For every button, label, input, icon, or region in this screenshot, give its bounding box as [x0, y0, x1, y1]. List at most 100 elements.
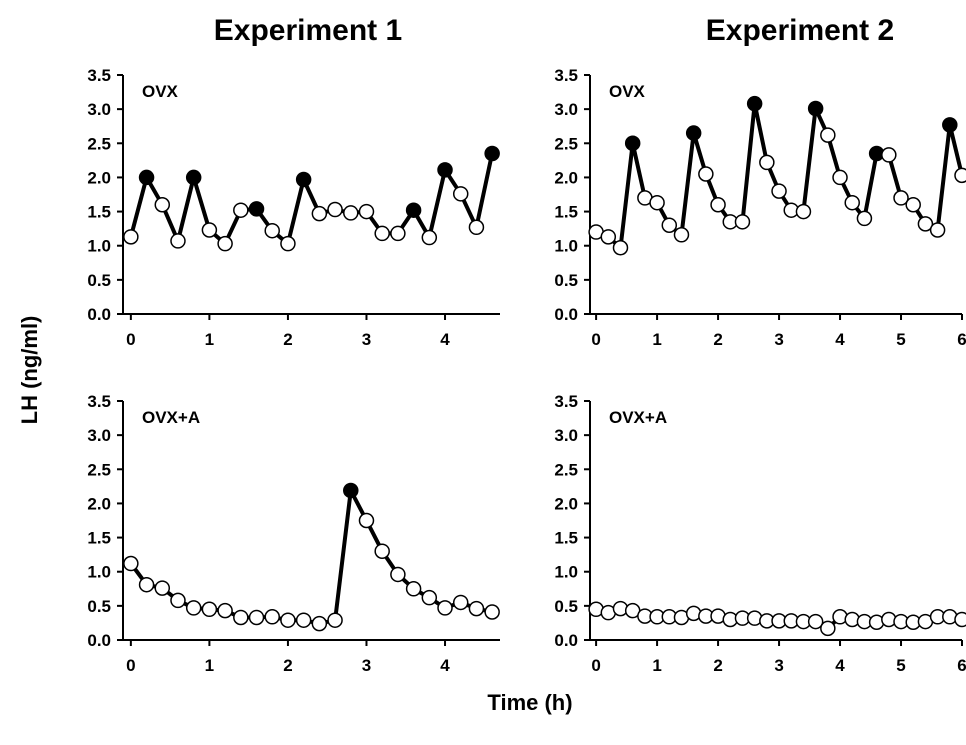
data-point: [123, 229, 139, 245]
y-tick-label: 1.5: [554, 529, 578, 548]
data-point: [264, 609, 280, 625]
data-point: [421, 589, 438, 606]
data-point: [311, 205, 328, 222]
data-point: [374, 543, 390, 559]
data-point: [612, 240, 629, 256]
y-tick-label: 2.0: [87, 168, 111, 187]
data-point: [856, 210, 873, 227]
pulse-point: [405, 202, 422, 218]
data-point: [138, 576, 155, 593]
y-tick-label: 0.0: [554, 631, 578, 650]
y-tick-label: 0.5: [554, 597, 578, 616]
x-tick-label: 0: [126, 656, 135, 675]
x-tick-label: 4: [440, 656, 450, 675]
x-tick-label: 3: [362, 656, 371, 675]
data-point: [954, 611, 966, 628]
y-tick-label: 1.0: [554, 563, 578, 582]
data-point: [280, 612, 296, 628]
data-point: [280, 235, 296, 252]
x-tick-label: 2: [713, 330, 722, 349]
x-tick-label: 5: [896, 330, 905, 349]
lh-series-line: [129, 488, 493, 626]
pulse-point: [138, 169, 155, 186]
y-tick-label: 2.5: [554, 460, 578, 479]
panel-label: OVX+A: [142, 408, 200, 427]
data-point: [807, 613, 824, 630]
y-tick-label: 3.5: [87, 392, 111, 411]
data-point: [917, 216, 934, 232]
data-point: [233, 609, 249, 626]
y-tick-label: 0.0: [87, 305, 111, 324]
x-tick-label: 3: [362, 330, 371, 349]
x-tick-label: 3: [774, 330, 783, 349]
data-point: [771, 183, 787, 199]
column-title-experiment-2: Experiment 2: [706, 14, 894, 47]
x-tick-label: 0: [591, 656, 600, 675]
data-point: [154, 580, 171, 596]
data-point: [893, 190, 909, 206]
y-tick-label: 0.5: [87, 597, 111, 616]
data-point: [734, 214, 751, 230]
x-tick-label: 2: [283, 656, 292, 675]
data-point: [820, 620, 836, 637]
x-tick-label: 1: [205, 330, 214, 349]
y-tick-label: 2.0: [554, 494, 578, 513]
y-tick-label: 1.0: [554, 237, 578, 256]
data-point: [327, 201, 343, 218]
column-title-experiment-1: Experiment 1: [214, 14, 402, 47]
x-tick-label: 0: [126, 330, 135, 349]
x-tick-label: 0: [591, 330, 600, 349]
data-point: [759, 154, 775, 171]
data-point: [327, 612, 343, 628]
y-tick-label: 3.5: [554, 392, 578, 411]
data-point: [217, 235, 233, 252]
pulse-point: [484, 145, 500, 162]
data-point: [217, 602, 233, 619]
data-point: [170, 592, 186, 609]
data-point: [201, 601, 218, 618]
data-point: [405, 581, 422, 597]
y-tick-label: 3.0: [554, 426, 578, 445]
data-point: [233, 202, 249, 218]
y-tick-label: 2.5: [554, 134, 578, 153]
y-tick-label: 2.0: [87, 494, 111, 513]
pulse-point: [942, 117, 958, 133]
x-tick-label: 5: [896, 656, 905, 675]
y-tick-label: 1.0: [87, 237, 111, 256]
data-point: [123, 555, 139, 572]
y-tick-label: 3.0: [554, 100, 578, 119]
panel-experiment-2-ovx-a: 0.0 0.5 1.0 1.5 2.0 2.5 3.0 3.5 0 1 2 3 4 5 6 OVX+A: [554, 392, 966, 675]
pulse-point: [248, 201, 265, 217]
data-point: [185, 600, 202, 616]
pulse-point: [685, 125, 702, 141]
y-tick-label: 1.5: [87, 529, 111, 548]
y-tick-label: 0.5: [87, 271, 111, 290]
data-point: [154, 196, 171, 213]
data-point: [881, 147, 897, 163]
data-point: [170, 233, 186, 249]
panel-experiment-2-ovx: 0.0 0.5 1.0 1.5 2.0 2.5 3.0 3.5 0 1 2 3 4 5 6 OVX: [554, 66, 966, 349]
data-point: [954, 167, 966, 184]
data-point: [832, 169, 848, 186]
data-point: [698, 166, 714, 182]
x-tick-label: 6: [957, 656, 966, 675]
data-point: [452, 186, 469, 202]
data-point: [673, 227, 690, 243]
lh-series-line: [128, 153, 495, 246]
data-point: [468, 219, 485, 236]
x-tick-label: 1: [652, 656, 661, 675]
pulse-point: [343, 482, 359, 499]
panel-label: OVX: [609, 82, 646, 101]
lh-series-line: [595, 101, 964, 250]
data-point: [795, 203, 812, 220]
pulse-point: [746, 95, 763, 112]
data-point: [468, 600, 485, 617]
panel-label: OVX+A: [609, 408, 667, 427]
pulse-point: [295, 171, 312, 188]
data-point: [905, 196, 921, 213]
y-tick-label: 1.5: [554, 203, 578, 222]
panel-experiment-1-ovx: 0.0 0.5 1.0 1.5 2.0 2.5 3.0 3.5 0 1 2 3 4 OVX: [87, 66, 500, 349]
data-point: [358, 512, 375, 529]
data-point: [600, 229, 617, 245]
